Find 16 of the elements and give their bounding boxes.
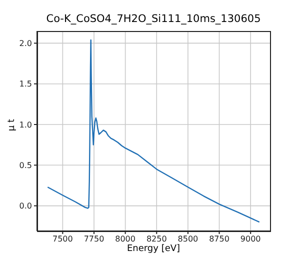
chart-title: Co-K_CoSO4_7H2O_Si111_10ms_130605 xyxy=(45,13,262,25)
x-tick-label: 8500 xyxy=(178,234,198,244)
y-tick-label: 0.0 xyxy=(19,202,32,211)
y-tick-label: 0.5 xyxy=(19,160,32,170)
x-tick-label: 8000 xyxy=(115,234,136,244)
y-tick-label: 2.0 xyxy=(19,39,32,48)
x-tick-label: 8250 xyxy=(146,234,167,244)
y-tick-label: 1.5 xyxy=(19,80,32,89)
x-tick-label: 9000 xyxy=(240,234,261,244)
x-tick-label: 7750 xyxy=(84,234,104,244)
y-tick-label: 1.0 xyxy=(19,120,32,130)
x-axis-title: Energy [eV] xyxy=(126,244,182,254)
x-tick-label: 8750 xyxy=(209,234,230,244)
line-series xyxy=(47,39,260,223)
y-axis-title: μ t xyxy=(7,118,17,134)
x-tick-label: 7500 xyxy=(52,234,73,244)
